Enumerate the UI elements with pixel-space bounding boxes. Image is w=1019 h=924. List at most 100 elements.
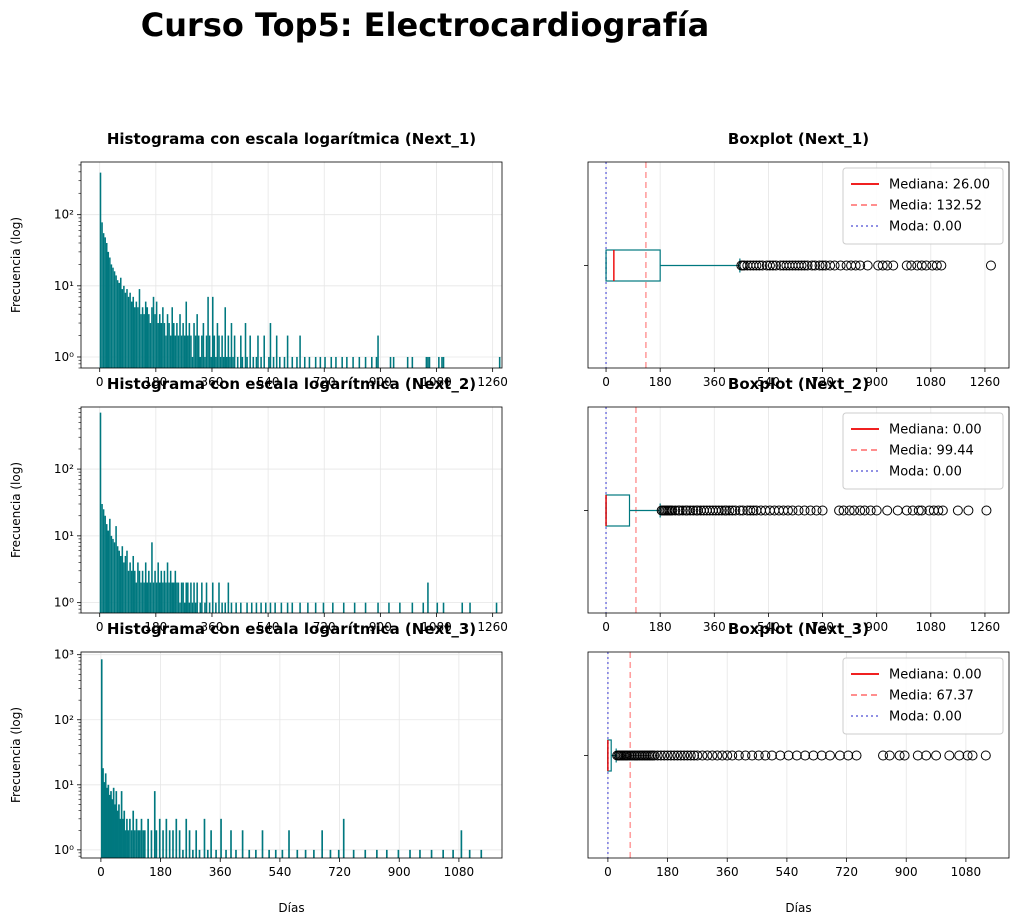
histogram-bar — [112, 538, 114, 613]
outlier-point — [843, 750, 854, 761]
histogram-bar — [240, 602, 242, 613]
histogram-bar — [148, 314, 150, 368]
outlier-point — [894, 750, 905, 761]
histogram-bar — [296, 849, 299, 858]
box-iqr — [605, 249, 661, 282]
outlier-point — [916, 505, 927, 516]
histogram-bar — [121, 546, 124, 613]
box-iqr — [605, 494, 631, 527]
x-tick-label: 0 — [604, 865, 612, 879]
histogram-bar — [187, 582, 189, 613]
y-tick-label: 10¹ — [54, 778, 74, 792]
histogram-bar — [196, 582, 198, 613]
outlier-point — [799, 260, 810, 271]
histogram-bar — [130, 570, 133, 613]
outlier-point — [952, 505, 963, 516]
histogram-bar — [218, 335, 220, 368]
outlier-point — [878, 750, 889, 761]
histogram-bar — [118, 550, 120, 613]
histogram-bar — [160, 570, 163, 613]
outlier-point — [835, 260, 846, 271]
histogram-bar — [185, 301, 188, 368]
histogram-bar — [132, 296, 135, 368]
x-tick-label: 360 — [201, 620, 224, 634]
histogram-bar — [198, 849, 201, 858]
x-tick-label: 900 — [895, 865, 918, 879]
outlier-point — [865, 505, 876, 516]
histogram-bar — [116, 810, 119, 858]
histogram-bar — [438, 356, 440, 368]
histogram-bar — [495, 602, 498, 613]
histogram-bar — [154, 570, 156, 613]
x-tick-label: 360 — [209, 865, 232, 879]
histogram-bar — [101, 222, 103, 368]
outlier-point — [689, 750, 700, 761]
histogram-bar — [143, 582, 145, 613]
histogram-bar — [399, 602, 401, 613]
histogram-bar — [322, 602, 325, 613]
histogram-bar — [118, 804, 120, 858]
histogram-bar — [227, 582, 230, 613]
outlier-point — [882, 260, 893, 271]
histogram-bar — [304, 849, 307, 858]
histogram-bar — [274, 602, 276, 613]
histogram-bar — [352, 849, 355, 858]
histogram-bar — [148, 570, 150, 613]
x-tick-label: 900 — [865, 375, 888, 389]
histogram-bar — [139, 830, 141, 858]
histogram-bar — [241, 356, 244, 368]
histogram-bar — [269, 602, 272, 613]
histogram-bar — [119, 818, 122, 858]
histogram-bar — [127, 570, 130, 613]
outlier-point — [899, 750, 910, 761]
histogram-bar — [113, 271, 116, 368]
outlier-point — [722, 750, 733, 761]
histogram-bar — [155, 830, 158, 858]
histogram-bar — [364, 849, 367, 858]
outlier-point — [767, 260, 778, 271]
histogram-bar — [303, 356, 306, 368]
histogram-bar — [201, 582, 203, 613]
histogram-bar — [124, 555, 127, 613]
x-tick-label: 0 — [602, 620, 610, 634]
x-tick-label: 0 — [602, 375, 610, 389]
histogram-bar — [296, 356, 298, 368]
histogram-bar — [235, 849, 237, 858]
outlier-point — [824, 750, 835, 761]
histogram-bar — [227, 335, 230, 368]
histogram-bar — [141, 570, 144, 613]
outlier-point — [667, 505, 678, 516]
legend-entry: Moda: 0.00 — [889, 710, 962, 725]
histogram-bar — [274, 849, 277, 858]
histogram-bar — [135, 582, 138, 613]
outlier-point — [816, 750, 827, 761]
histogram-bar — [203, 818, 206, 858]
histogram-bar — [205, 582, 208, 613]
x-tick-label: 720 — [313, 375, 336, 389]
histogram-bar — [183, 602, 186, 613]
histogram-bar — [174, 335, 177, 368]
histogram-bar — [166, 314, 169, 368]
histogram-bar — [221, 602, 223, 613]
outlier-point — [733, 750, 744, 761]
histogram-bar — [175, 818, 178, 858]
histogram-bar — [222, 356, 225, 368]
histogram-bar — [158, 582, 161, 613]
histogram-bar — [147, 818, 149, 858]
histogram-bar — [116, 546, 119, 613]
histogram-bar — [157, 323, 159, 368]
outlier-point — [692, 750, 703, 761]
x-tick-label: 180 — [649, 375, 672, 389]
histogram-bar — [158, 314, 161, 368]
histogram-bar — [127, 296, 130, 368]
outlier-point — [737, 505, 748, 516]
histogram-bar — [146, 307, 149, 368]
outlier-point — [937, 505, 948, 516]
histogram-bar — [187, 335, 189, 368]
outlier-point — [688, 505, 699, 516]
histogram-bar — [110, 264, 113, 368]
outlier-point — [834, 750, 845, 761]
histogram-bar — [168, 830, 171, 858]
outlier-point — [901, 260, 912, 271]
